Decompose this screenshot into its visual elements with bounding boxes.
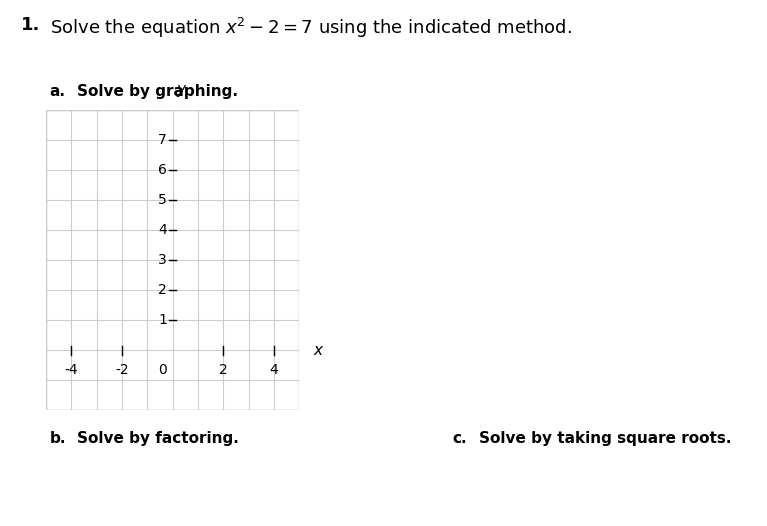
Text: 6: 6: [158, 164, 167, 177]
Text: y: y: [176, 82, 186, 97]
Text: 4: 4: [269, 363, 278, 377]
Text: 5: 5: [158, 194, 167, 207]
Text: Solve by taking square roots.: Solve by taking square roots.: [479, 431, 732, 446]
Text: Solve by graphing.: Solve by graphing.: [77, 84, 238, 99]
Text: a.: a.: [50, 84, 66, 99]
Text: 4: 4: [158, 224, 167, 237]
Text: 2: 2: [219, 363, 228, 377]
Text: 0: 0: [158, 363, 167, 377]
Text: c.: c.: [453, 431, 467, 446]
Text: 1.: 1.: [21, 16, 40, 34]
Text: 2: 2: [158, 284, 167, 297]
Text: b.: b.: [50, 431, 67, 446]
Text: 7: 7: [158, 134, 167, 147]
Text: -4: -4: [64, 363, 78, 377]
Text: Solve by factoring.: Solve by factoring.: [77, 431, 239, 446]
Text: -2: -2: [115, 363, 129, 377]
Text: x: x: [313, 343, 322, 358]
Text: 1: 1: [158, 313, 167, 327]
Text: Solve the equation $x^2 - 2 = 7$ using the indicated method.: Solve the equation $x^2 - 2 = 7$ using t…: [50, 16, 572, 40]
Text: 3: 3: [158, 254, 167, 267]
